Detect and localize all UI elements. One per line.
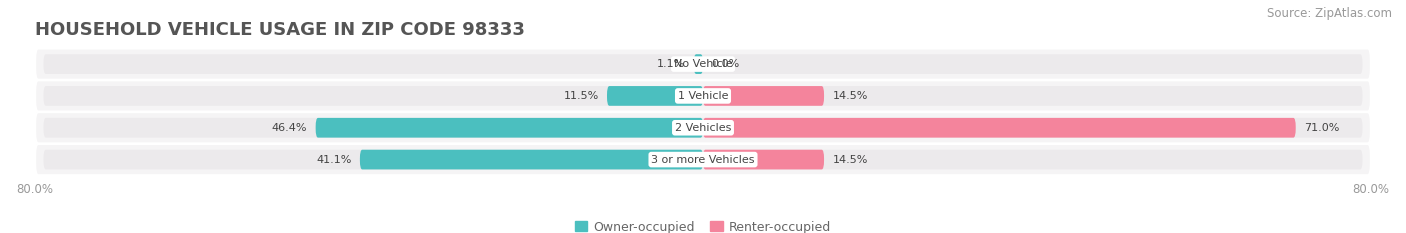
Text: 14.5%: 14.5%	[832, 91, 868, 101]
Legend: Owner-occupied, Renter-occupied: Owner-occupied, Renter-occupied	[569, 216, 837, 233]
FancyBboxPatch shape	[315, 118, 703, 138]
Text: No Vehicle: No Vehicle	[673, 59, 733, 69]
Text: HOUSEHOLD VEHICLE USAGE IN ZIP CODE 98333: HOUSEHOLD VEHICLE USAGE IN ZIP CODE 9833…	[35, 21, 524, 39]
FancyBboxPatch shape	[693, 54, 703, 74]
FancyBboxPatch shape	[44, 150, 1362, 169]
Text: 1.1%: 1.1%	[657, 59, 686, 69]
FancyBboxPatch shape	[703, 86, 824, 106]
Text: 3 or more Vehicles: 3 or more Vehicles	[651, 154, 755, 164]
Text: 46.4%: 46.4%	[271, 123, 308, 133]
Text: 2 Vehicles: 2 Vehicles	[675, 123, 731, 133]
Text: 41.1%: 41.1%	[316, 154, 352, 164]
FancyBboxPatch shape	[360, 150, 703, 169]
Text: 14.5%: 14.5%	[832, 154, 868, 164]
Text: 11.5%: 11.5%	[564, 91, 599, 101]
Text: Source: ZipAtlas.com: Source: ZipAtlas.com	[1267, 7, 1392, 20]
FancyBboxPatch shape	[703, 118, 1296, 138]
FancyBboxPatch shape	[44, 54, 1362, 74]
FancyBboxPatch shape	[607, 86, 703, 106]
FancyBboxPatch shape	[35, 112, 1371, 143]
FancyBboxPatch shape	[35, 80, 1371, 112]
FancyBboxPatch shape	[44, 118, 1362, 138]
FancyBboxPatch shape	[44, 86, 1362, 106]
FancyBboxPatch shape	[35, 48, 1371, 80]
Text: 1 Vehicle: 1 Vehicle	[678, 91, 728, 101]
Text: 0.0%: 0.0%	[711, 59, 740, 69]
FancyBboxPatch shape	[703, 150, 824, 169]
Text: 71.0%: 71.0%	[1303, 123, 1340, 133]
FancyBboxPatch shape	[35, 144, 1371, 175]
